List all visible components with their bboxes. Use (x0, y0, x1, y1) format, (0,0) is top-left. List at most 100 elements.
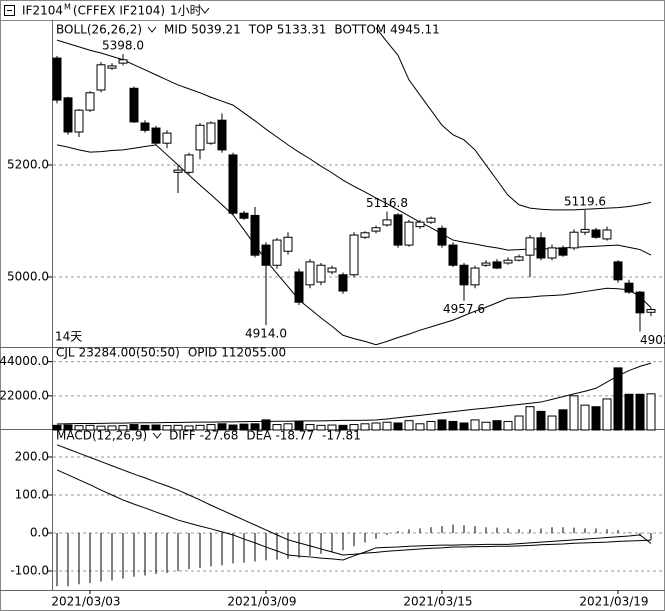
y-tick-label: -100.0 (10, 563, 49, 577)
volume-bar (371, 422, 381, 431)
series-name: DIFF (169, 429, 196, 443)
candle-body (74, 109, 84, 133)
candle-body (360, 232, 370, 238)
candle-body (305, 261, 315, 286)
candle-body (525, 237, 535, 256)
volume-bar (382, 421, 392, 431)
candle-body (96, 64, 106, 91)
candle-body (261, 244, 271, 266)
candle-body (580, 228, 590, 233)
volume-bar (52, 424, 62, 431)
series-value: 112055.00 (221, 346, 286, 360)
candle-body (283, 236, 293, 252)
volume-bar (481, 421, 491, 431)
candle-body (316, 264, 326, 283)
candle-body (195, 124, 205, 151)
series-name: DEA (246, 429, 272, 443)
volume-bar (492, 420, 502, 431)
candle-body (492, 261, 502, 269)
candle-body (404, 221, 414, 246)
candle-body (591, 229, 601, 238)
volume-bar (283, 423, 293, 431)
volume-bar (173, 424, 183, 431)
candle-body (184, 154, 194, 173)
indicator-caret[interactable] (147, 26, 157, 33)
candle-body (437, 227, 447, 246)
panel-title: CJL (56, 346, 75, 360)
volume-bar (261, 419, 271, 431)
volume-bar (448, 420, 458, 431)
candle-body (646, 308, 656, 313)
x-tick-label: 2021/03/03 (51, 595, 120, 609)
indicator-caret[interactable] (152, 432, 162, 439)
y-tick-label: 44000.0 (0, 354, 49, 368)
x-tick-label: 2021/03/09 (227, 595, 296, 609)
volume-bar (613, 367, 623, 431)
candle-body (228, 154, 238, 214)
candle-body (624, 282, 634, 293)
candle-body (613, 261, 623, 281)
volume-bar (393, 422, 403, 431)
boll-line (375, 27, 652, 211)
candle-body (118, 59, 128, 64)
volume-bar (646, 393, 656, 431)
boll-line (56, 144, 652, 346)
volume-bar (580, 404, 590, 431)
y-tick-label: 5000.0 (7, 270, 49, 284)
volume-bar (470, 419, 480, 431)
volume-bar (96, 425, 106, 431)
volume-bar (338, 424, 348, 431)
candle-body (129, 87, 139, 123)
volume-bar (63, 424, 73, 431)
volume-bar (635, 393, 645, 431)
volume-bar (558, 409, 568, 431)
candle-body (547, 247, 557, 259)
series-value: -18.77 (275, 429, 314, 443)
series-name: OPID (188, 346, 217, 360)
candle-body (415, 221, 425, 228)
volume-bar (591, 406, 601, 431)
volume-bar (569, 395, 579, 431)
volume-bar (217, 423, 227, 431)
high-label: 5398.0 (102, 39, 144, 53)
volume-bar (305, 424, 315, 431)
candle-body (602, 229, 612, 240)
volume-bar (327, 424, 337, 431)
period[interactable]: 1小时 (170, 4, 202, 18)
candle-body (239, 212, 249, 219)
symbol-suffix: M (64, 3, 71, 12)
volume-bar (316, 424, 326, 431)
candle-body (382, 219, 392, 226)
candle-body (426, 217, 436, 223)
volume-bar (151, 424, 161, 431)
candle-body (481, 262, 491, 266)
candle-body (635, 291, 645, 314)
candle-body (52, 57, 62, 101)
candle-body (151, 127, 161, 144)
volume-bar (459, 422, 469, 431)
volume-bar (437, 419, 447, 431)
panel-title: BOLL(26,26,2) (56, 23, 142, 37)
macd-line (56, 469, 652, 561)
candle-body (327, 267, 337, 273)
volume-bar (129, 424, 139, 431)
volume-bar (206, 424, 216, 431)
candle-body (514, 256, 524, 261)
series-name: BOTTOM (334, 23, 386, 37)
volume-bar (272, 424, 282, 431)
candle-body (349, 234, 359, 276)
volume-bar (503, 420, 513, 431)
high-label: 5116.8 (366, 196, 408, 210)
y-tick-label: 200.0 (15, 449, 49, 463)
low-label: 4957.6 (443, 302, 485, 316)
y-tick-label: 0.0 (30, 525, 49, 539)
volume-bar (349, 424, 359, 431)
y-tick-label: 100.0 (15, 487, 49, 501)
series-value: -27.68 (200, 429, 239, 443)
volume-bar (404, 420, 414, 431)
volume-bar (85, 424, 95, 431)
volume-bar (228, 424, 238, 431)
volume-bar (536, 410, 546, 431)
volume-bar (415, 423, 425, 431)
period-caret[interactable] (200, 7, 210, 14)
